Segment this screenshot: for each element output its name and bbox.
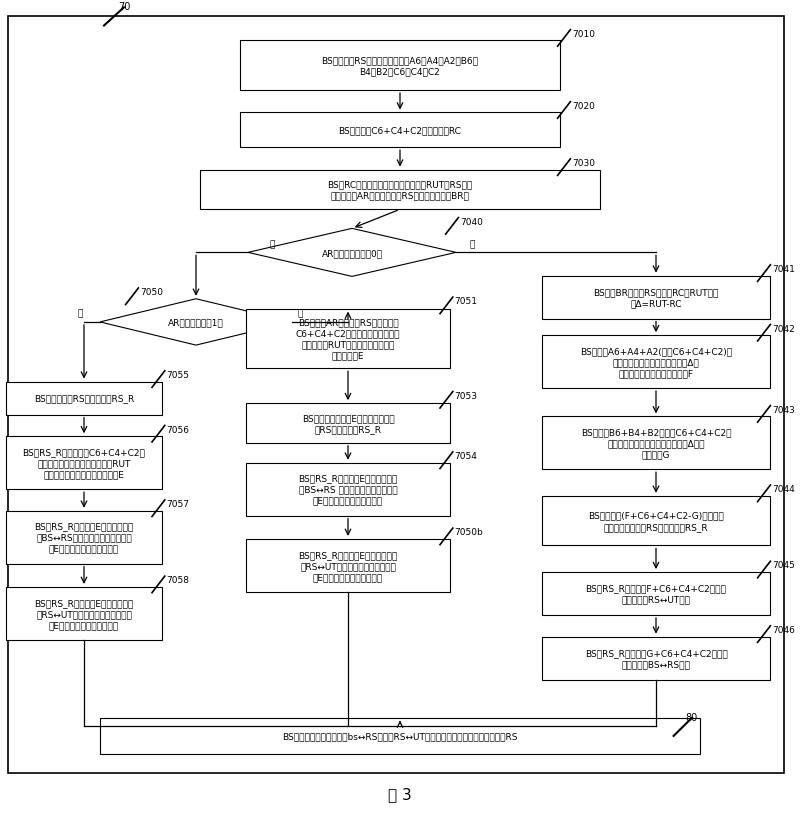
Bar — [6, 437, 162, 490]
Text: 7043: 7043 — [772, 405, 795, 414]
Polygon shape — [100, 299, 292, 346]
Text: 否: 否 — [470, 240, 474, 249]
Text: 7030: 7030 — [572, 159, 595, 168]
Text: BS将RS_R对应集合G+C6+C4+C2中的子
信道分配给BS↔RS链路: BS将RS_R对应集合G+C6+C4+C2中的子 信道分配给BS↔RS链路 — [585, 648, 727, 668]
Text: BS将RS_R对应集合E中子信道分配
给BS↔RS 链路，并设置该链路传输
为E中子信道对应的调制方式: BS将RS_R对应集合E中子信道分配 给BS↔RS 链路，并设置该链路传输 为E… — [298, 474, 398, 505]
Bar — [542, 276, 770, 319]
Bar — [542, 572, 770, 615]
Bar — [542, 496, 770, 546]
Text: BS将RS_R对应集合E中子信道分配
给BS↔RS链路，并设置该链路传输
为E中子信道对应的调制方式: BS将RS_R对应集合E中子信道分配 给BS↔RS链路，并设置该链路传输 为E中… — [34, 522, 134, 553]
Text: BS在集合A6+A4+A2(不含C6+C4+C2)中
选择一个刚刚满足传输速率要求Δ的
子信道数目最少的子信道子集F: BS在集合A6+A4+A2(不含C6+C4+C2)中 选择一个刚刚满足传输速率要… — [580, 347, 732, 378]
Bar — [246, 309, 450, 369]
Text: AR中元素数目不为0？: AR中元素数目不为0？ — [322, 249, 382, 257]
Bar — [240, 41, 560, 91]
Text: 7050: 7050 — [140, 288, 163, 297]
Bar — [6, 587, 162, 640]
Bar — [542, 336, 770, 389]
Text: 7042: 7042 — [772, 324, 794, 333]
Text: BS在RS_R对应的集合C6+C4+C2中
选择一个刚刚满足传输速率要求RUT
子信道数目最少的的子信道子集E: BS在RS_R对应的集合C6+C4+C2中 选择一个刚刚满足传输速率要求RUT … — [22, 447, 146, 479]
Text: 70: 70 — [118, 2, 130, 12]
Bar — [246, 404, 450, 443]
Bar — [542, 637, 770, 680]
Text: 7010: 7010 — [572, 30, 595, 39]
Text: 7054: 7054 — [454, 452, 478, 461]
Bar — [542, 417, 770, 470]
Text: BS在集合B6+B4+B2（不含C6+C4+C2）
中选择一个刚刚满足传输速率要求Δ的子
信道子集G: BS在集合B6+B4+B2（不含C6+C4+C2） 中选择一个刚刚满足传输速率要… — [581, 428, 731, 459]
Bar — [200, 170, 600, 210]
Text: BS选择集合(F+C6+C4+C2-G)中包含的
子信道数目最少的RS作为中继站RS_R: BS选择集合(F+C6+C4+C2-G)中包含的 子信道数目最少的RS作为中继站… — [588, 511, 724, 531]
Text: 7053: 7053 — [454, 391, 478, 400]
Bar — [6, 511, 162, 564]
Bar — [6, 382, 162, 415]
Bar — [240, 113, 560, 148]
Text: BS计算每个RS对应的子信道集合A6、A4、A2、B6、
B4、B2、C6、C4、C2: BS计算每个RS对应的子信道集合A6、A4、A2、B6、 B4、B2、C6、C4… — [322, 56, 478, 76]
Text: BS将RS_R对应集合F+C6+C4+C2中的子
信道分配给RS↔UT链路: BS将RS_R对应集合F+C6+C4+C2中的子 信道分配给RS↔UT链路 — [586, 584, 726, 604]
Text: 7055: 7055 — [166, 370, 190, 380]
Text: BS将RS_R对应集合E中子信道分配
给RS↔UT链路，并设置该链路传输
为E中子信道对应的调制方式: BS将RS_R对应集合E中子信道分配 给RS↔UT链路，并设置该链路传输 为E中… — [34, 598, 134, 629]
Text: 7020: 7020 — [572, 102, 595, 111]
Text: 7044: 7044 — [772, 485, 794, 494]
Text: 7045: 7045 — [772, 561, 795, 570]
Text: 是: 是 — [270, 240, 274, 249]
Text: BS计算集合C6+C4+C2的传输能功RC: BS计算集合C6+C4+C2的传输能功RC — [338, 127, 462, 135]
Bar — [246, 463, 450, 516]
Text: 7057: 7057 — [166, 500, 190, 509]
Text: 图 3: 图 3 — [388, 786, 412, 801]
Text: BS选择子信道集合E中元素数目最少
的RS作为中继站RS_R: BS选择子信道集合E中元素数目最少 的RS作为中继站RS_R — [302, 414, 394, 433]
Text: 7046: 7046 — [772, 625, 795, 634]
Text: 否: 否 — [298, 309, 302, 318]
Text: BS估计BR中每个RS对应的RC和RUT间差
距Δ=RUT-RC: BS估计BR中每个RS对应的RC和RUT间差 距Δ=RUT-RC — [594, 288, 718, 308]
Text: BS将RS_R对应集合E中子信道分配
给RS↔UT链路，并设置该链路传输
为E中子信道对应的调制方式: BS将RS_R对应集合E中子信道分配 给RS↔UT链路，并设置该链路传输 为E中… — [298, 550, 398, 581]
Text: 7041: 7041 — [772, 265, 795, 274]
Text: 7056: 7056 — [166, 425, 190, 434]
Polygon shape — [248, 229, 456, 277]
Text: BS将中继站选择结果以及bs↔RS链路和RS↔UT链路子信道分配结果广播通知所有RS: BS将中继站选择结果以及bs↔RS链路和RS↔UT链路子信道分配结果广播通知所有… — [282, 732, 518, 740]
Text: BS将RC超过用户终端的传输速率要求RUT的RS计入
中继站集合AR中，将其余的RS计入中继站集合BR中: BS将RC超过用户终端的传输速率要求RUT的RS计入 中继站集合AR中，将其余的… — [327, 180, 473, 200]
Text: 7051: 7051 — [454, 297, 478, 306]
Bar — [100, 718, 700, 754]
Text: AR中元素数目为1？: AR中元素数目为1？ — [168, 318, 224, 327]
Text: 是: 是 — [78, 309, 82, 318]
Text: 80: 80 — [686, 712, 698, 722]
Text: BS在集合AR中的每个RS对应的集合
C6+C4+C2中选择一个刚刚满足传
输速率要求RUT的子信道数目最少的
子信道子集E: BS在集合AR中的每个RS对应的集合 C6+C4+C2中选择一个刚刚满足传 输速… — [296, 318, 400, 361]
Text: 7058: 7058 — [166, 576, 190, 585]
Text: 7040: 7040 — [460, 218, 483, 227]
Text: 7050b: 7050b — [454, 528, 483, 537]
Text: BS选择此唯一RS作为中继站RS_R: BS选择此唯一RS作为中继站RS_R — [34, 394, 134, 403]
Bar — [246, 539, 450, 592]
